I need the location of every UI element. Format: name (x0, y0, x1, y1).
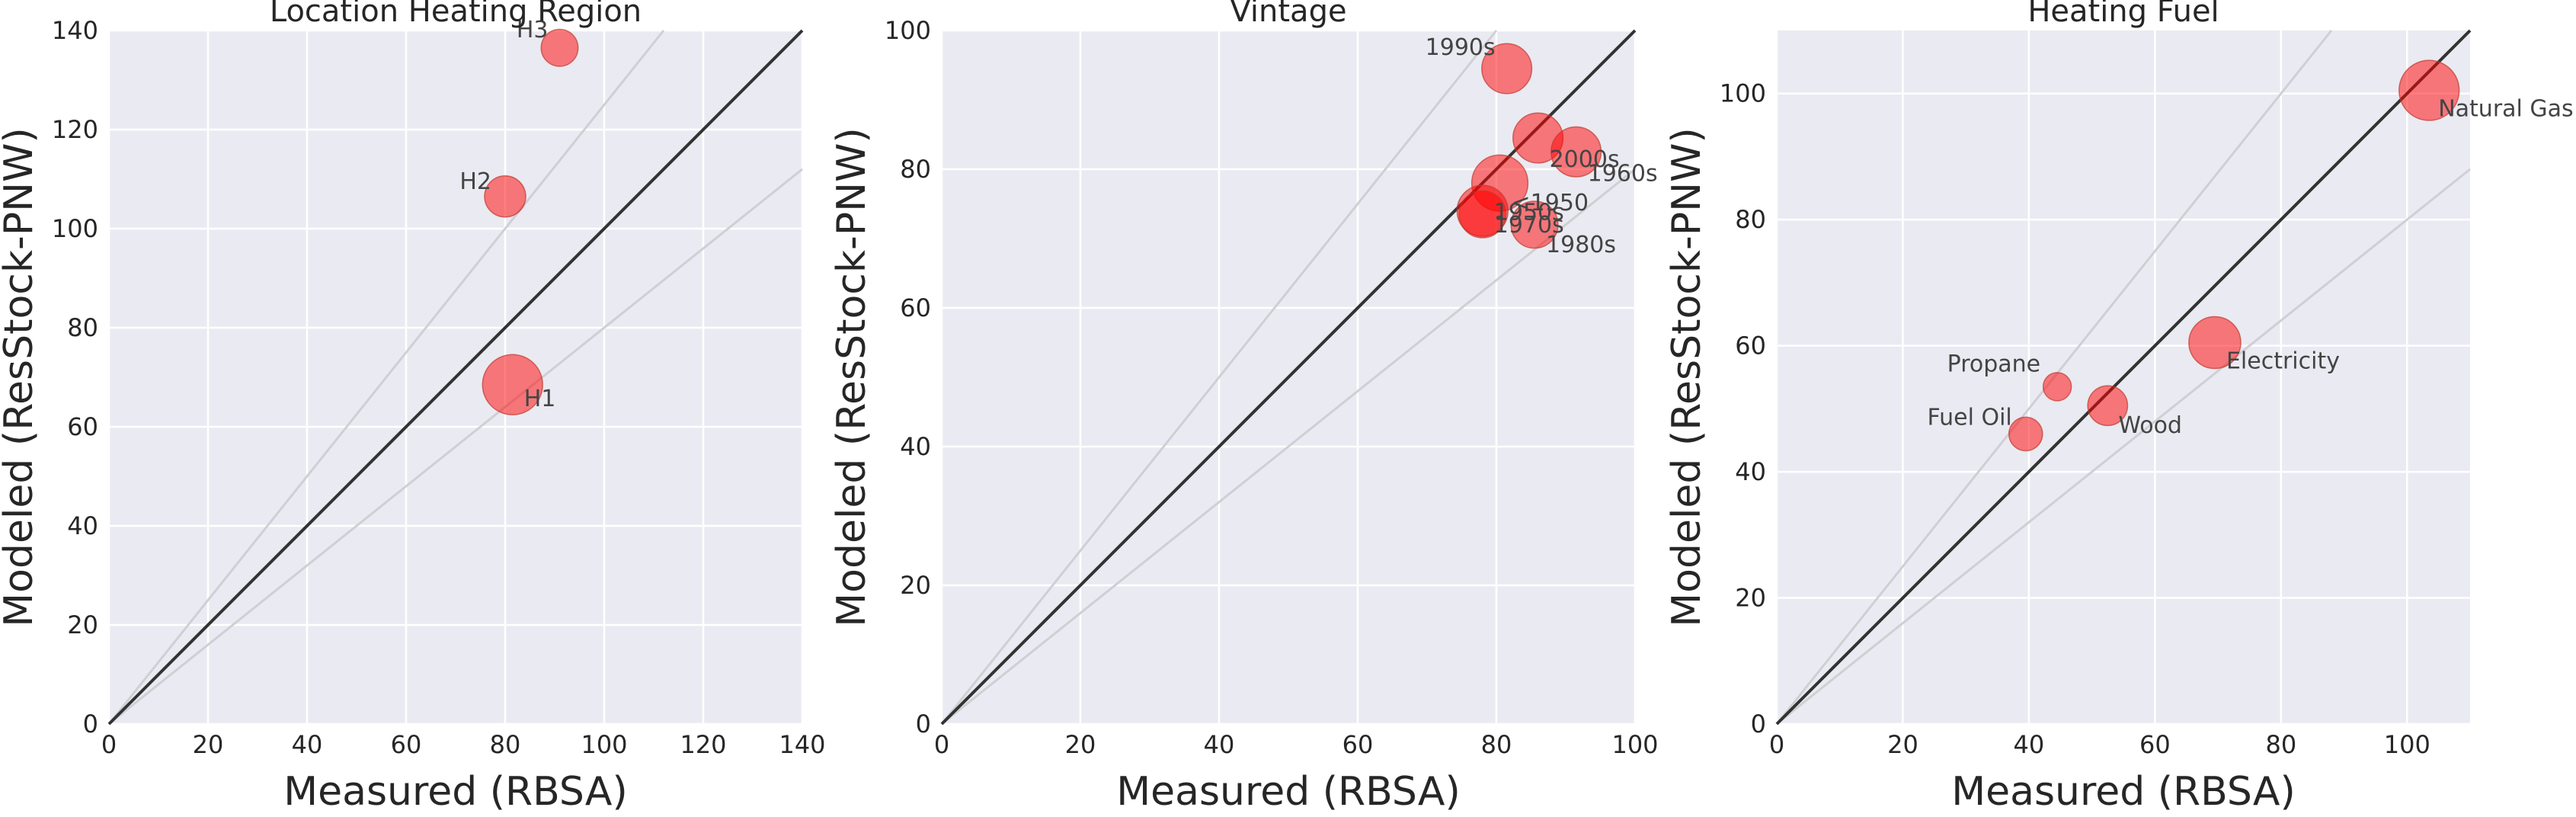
y-tick-label: 60 (67, 412, 98, 441)
y-tick-label: 0 (83, 710, 98, 739)
point-label: Natural Gas (2438, 96, 2573, 123)
x-tick-label: 40 (2014, 730, 2045, 759)
point-label: H3 (517, 17, 549, 43)
reference-band-line (941, 168, 1636, 726)
x-tick-label: 0 (101, 730, 117, 759)
y-axis-label: Modeled (ResStock-PNW) (0, 127, 42, 626)
x-tick-label: 40 (292, 730, 323, 759)
reference-band-line (1776, 168, 2471, 726)
data-point (482, 354, 543, 415)
identity-line (1775, 29, 2472, 726)
point-label: 1980s (1546, 232, 1616, 258)
y-axis-label: Modeled (ResStock-PNW) (1664, 127, 1710, 626)
y-tick-label: 120 (52, 115, 98, 144)
y-tick-label: 140 (52, 16, 98, 45)
data-point (2008, 416, 2043, 452)
y-tick-label: 20 (1735, 584, 1766, 613)
y-tick-label: 100 (52, 214, 98, 243)
data-point (2087, 385, 2129, 427)
chart-title: Location Heating Region (270, 0, 642, 29)
x-axis-label: Measured (RBSA) (1116, 769, 1461, 815)
point-label: Electricity (2226, 348, 2340, 375)
data-point (1550, 126, 1602, 178)
point-label: <1950 (1512, 190, 1589, 216)
x-tick-label: 80 (490, 730, 521, 759)
x-axis-label: Measured (RBSA) (283, 769, 628, 815)
identity-line (107, 29, 804, 726)
y-tick-label: 80 (1735, 205, 1766, 234)
x-tick-label: 100 (581, 730, 627, 759)
reference-band-line (107, 30, 665, 725)
point-label: H1 (524, 386, 556, 412)
x-tick-label: 100 (1611, 730, 1658, 759)
x-tick-label: 40 (1204, 730, 1235, 759)
x-axis-label: Measured (RBSA) (1951, 769, 2296, 815)
y-tick-label: 60 (1735, 332, 1766, 360)
reference-band-line (108, 168, 803, 726)
chart-title: Heating Fuel (2027, 0, 2219, 29)
x-tick-label: 20 (1887, 730, 1918, 759)
x-tick-label: 20 (193, 730, 224, 759)
y-tick-label: 40 (67, 511, 98, 540)
point-label: Wood (2118, 412, 2182, 439)
panel-heating-fuel: Natural Gas Electricity Wood Fuel Oil Propan… (1664, 0, 2574, 815)
y-tick-label: 20 (67, 610, 98, 639)
x-tick-label: 100 (2384, 730, 2430, 759)
x-tick-label: 0 (934, 730, 949, 759)
data-point (1510, 200, 1559, 249)
y-tick-label: 100 (1720, 79, 1766, 108)
point-label: 1990s (1426, 34, 1496, 61)
data-point (484, 175, 526, 218)
reference-band-line (940, 30, 1498, 725)
data-point (2188, 316, 2242, 370)
data-point (2398, 59, 2460, 121)
x-tick-label: 60 (1342, 730, 1374, 759)
x-tick-label: 0 (1769, 730, 1784, 759)
y-tick-label: 80 (67, 313, 98, 342)
x-tick-label: 140 (779, 730, 825, 759)
x-tick-label: 60 (2139, 730, 2171, 759)
point-label: 1950s (1494, 200, 1564, 226)
data-point (1458, 190, 1507, 239)
data-point (540, 28, 579, 67)
y-tick-label: 20 (900, 571, 931, 600)
y-axis-label: Modeled (ResStock-PNW) (829, 127, 875, 626)
y-tick-label: 40 (1735, 457, 1766, 486)
x-tick-label: 20 (1065, 730, 1096, 759)
y-tick-label: 60 (900, 293, 931, 322)
chart-title: Vintage (1230, 0, 1346, 29)
point-label: 1970s (1494, 212, 1564, 239)
point-label: Fuel Oil (1928, 404, 2012, 431)
y-tick-label: 40 (900, 432, 931, 461)
point-label: Propane (1947, 351, 2041, 377)
x-tick-label: 60 (391, 730, 422, 759)
y-tick-label: 0 (1751, 710, 1766, 739)
y-tick-label: 80 (900, 155, 931, 184)
data-point (2042, 372, 2072, 402)
point-label: 1960s (1588, 160, 1658, 187)
y-tick-label: 100 (885, 16, 931, 45)
x-tick-label: 80 (2265, 730, 2296, 759)
x-tick-label: 120 (680, 730, 726, 759)
x-tick-label: 80 (1481, 730, 1512, 759)
y-tick-label: 0 (916, 710, 931, 739)
panel-location-heating-region: H1 H2 H3 0 20 40 60 80 100 120 140 0 20 40 60 80 100 120… (0, 0, 826, 815)
point-label: H2 (459, 168, 491, 195)
data-point (1481, 43, 1533, 95)
point-label: 2000s (1550, 146, 1620, 173)
